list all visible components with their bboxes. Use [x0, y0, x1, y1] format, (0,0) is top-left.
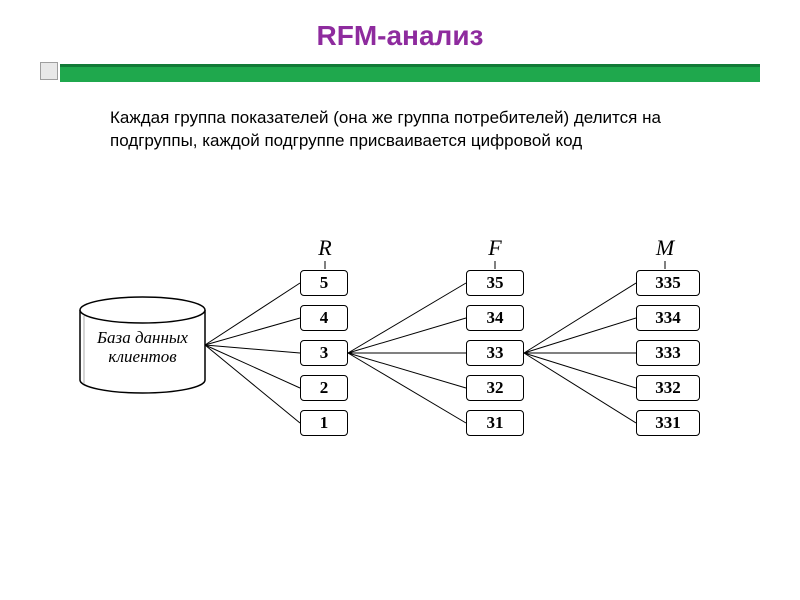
accent-bar-wrap	[0, 64, 800, 82]
page-title: RFM-анализ	[0, 0, 800, 64]
code-box: 332	[636, 375, 700, 401]
description-text: Каждая группа показателей (она же группа…	[0, 82, 800, 153]
code-box: 335	[636, 270, 700, 296]
column-header-m: M	[635, 235, 695, 261]
column-header-f: F	[465, 235, 525, 261]
code-box: 333	[636, 340, 700, 366]
code-box: 5	[300, 270, 348, 296]
code-box: 4	[300, 305, 348, 331]
column-header-r: R	[295, 235, 355, 261]
code-box: 1	[300, 410, 348, 436]
slide-handle	[40, 62, 58, 80]
db-label: База данныхклиентов	[80, 329, 205, 366]
code-box: 32	[466, 375, 524, 401]
code-box: 33	[466, 340, 524, 366]
code-box: 35	[466, 270, 524, 296]
code-box: 3	[300, 340, 348, 366]
code-box: 334	[636, 305, 700, 331]
code-box: 34	[466, 305, 524, 331]
accent-bar	[60, 64, 760, 82]
code-box: 331	[636, 410, 700, 436]
rfm-diagram: База данныхклиентовR54321F3534333231M335…	[60, 220, 760, 560]
code-box: 2	[300, 375, 348, 401]
code-box: 31	[466, 410, 524, 436]
